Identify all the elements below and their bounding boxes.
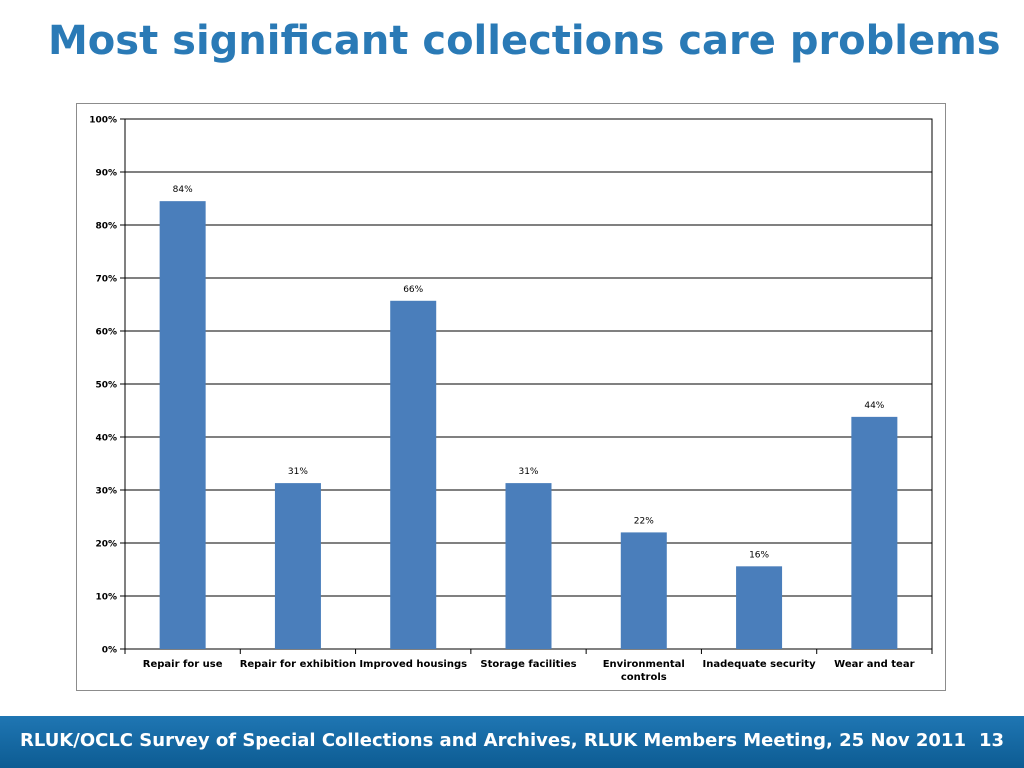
bar: [851, 416, 898, 649]
chart-frame: 0% 10% 20% 30% 40% 50% 60% 70% 80% 90% 100% 84% Repa…: [76, 103, 946, 691]
x-tick-label: Repair for exhibition: [240, 659, 356, 670]
y-tick-label: 10%: [95, 593, 117, 603]
x-tick-label: Storage facilities: [480, 659, 576, 670]
y-tick-label: 50%: [95, 381, 117, 391]
y-tick-label: 80%: [95, 222, 117, 232]
data-label: 31%: [288, 467, 308, 477]
x-tick-label: Wear and tear: [834, 659, 914, 670]
data-label: 31%: [518, 467, 538, 477]
bar: [736, 566, 783, 649]
x-tick-label: Inadequate security: [703, 659, 817, 670]
bar: [505, 483, 552, 649]
y-tick-label: 20%: [95, 540, 117, 550]
x-tick-label: controls: [621, 672, 667, 683]
data-label: 16%: [749, 550, 769, 560]
bar: [159, 201, 206, 649]
y-tick-label: 70%: [95, 275, 117, 285]
page-number: 13: [978, 730, 1004, 751]
x-tick-label: Repair for use: [143, 659, 223, 670]
bar: [620, 532, 667, 649]
y-tick-label: 40%: [95, 434, 117, 444]
y-tick-label: 0%: [102, 646, 117, 656]
x-tick-label: Environmental: [603, 659, 685, 670]
y-tick-label: 90%: [95, 169, 117, 179]
slide-title: Most significant collections care proble…: [48, 18, 1001, 64]
footer-caption: RLUK/OCLC Survey of Special Collections …: [20, 730, 966, 751]
footer-bar: RLUK/OCLC Survey of Special Collections …: [0, 716, 1024, 768]
bar-chart: 0% 10% 20% 30% 40% 50% 60% 70% 80% 90% 100% 84% Repa…: [89, 116, 933, 683]
data-label: 66%: [403, 285, 423, 295]
y-tick-label: 60%: [95, 328, 117, 338]
x-tick-label: Improved housings: [359, 659, 467, 670]
data-label: 44%: [864, 401, 884, 411]
y-tick-label: 30%: [95, 487, 117, 497]
y-tick-label: 100%: [89, 116, 117, 126]
data-label: 22%: [634, 516, 654, 526]
data-label: 84%: [173, 185, 193, 195]
bar: [274, 483, 321, 649]
bar: [390, 300, 437, 649]
